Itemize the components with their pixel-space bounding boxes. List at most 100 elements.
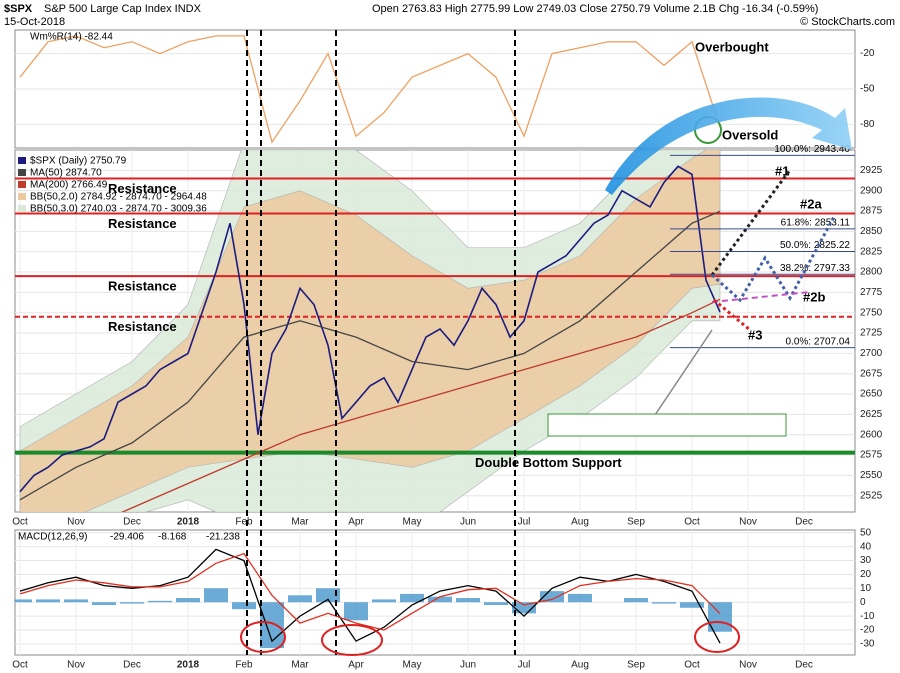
- y-tick-label: 30: [860, 555, 872, 566]
- legend-label: BB(50,3.0) 2740.03 - 2874.70 - 3009.36: [30, 204, 207, 215]
- level-label: Resistance: [108, 181, 177, 196]
- histogram-bar: [288, 595, 312, 603]
- y-tick-label: 2825: [860, 246, 883, 257]
- legend-label: Wm%R(14) -82.44: [30, 32, 113, 43]
- y-tick-label: 2550: [860, 470, 883, 481]
- series-line: [19, 552, 721, 631]
- y-tick-label: 40: [860, 541, 872, 552]
- y-tick-label: 2675: [860, 368, 883, 379]
- plot-layer: -20 -50 -80 Wm%R(14) -82.44 Overbought Overso…: [12, 32, 883, 671]
- series-line: [19, 210, 721, 501]
- annotation: #2a: [800, 196, 822, 211]
- histogram-bar: [456, 598, 480, 603]
- x-tick-label: Dec: [123, 517, 141, 528]
- y-tick-label: 20: [860, 569, 872, 580]
- x-tick-label: Feb: [235, 517, 253, 528]
- histogram-bar: [428, 596, 452, 603]
- y-tick-label: 2625: [860, 409, 883, 420]
- legend-value: -8.168: [158, 532, 187, 543]
- y-tick-label: -30: [860, 639, 875, 650]
- x-tick-label: Nov: [67, 517, 85, 528]
- x-tick-label: Jun: [460, 660, 476, 671]
- x-tick-label: Dec: [123, 660, 141, 671]
- x-tick-label: May: [403, 517, 422, 528]
- annotation: Oversold: [722, 127, 778, 142]
- plot-area: [15, 150, 855, 512]
- legend-value: -21.238: [206, 532, 240, 543]
- x-tick-label: Jul: [518, 517, 531, 528]
- legend-swatch: [18, 193, 26, 200]
- fib-label: 38.2%: 2797.33: [780, 263, 850, 274]
- y-tick-label: 2900: [860, 185, 883, 196]
- histogram-bar: [512, 602, 536, 614]
- series-line: [19, 548, 721, 644]
- legend-swatch: [18, 205, 26, 212]
- histogram-bar: [232, 602, 256, 610]
- y-tick-label: 2850: [860, 226, 883, 237]
- index-title: S&P 500 Large Cap Index INDX: [44, 3, 202, 15]
- histogram-bar: [540, 591, 564, 603]
- x-tick-label: Sep: [627, 660, 645, 671]
- credit: © StockCharts.com: [800, 16, 895, 28]
- histogram-bar: [148, 600, 172, 603]
- legend-label: MACD(12,26,9): [18, 532, 87, 543]
- x-tick-label: Apr: [348, 517, 364, 528]
- x-tick-label: Nov: [67, 660, 85, 671]
- x-tick-label: Mar: [291, 660, 309, 671]
- histogram-bar: [204, 588, 228, 603]
- x-tick-label: 2018: [177, 517, 200, 528]
- histogram-bar: [568, 593, 592, 603]
- y-tick-label: 2525: [860, 490, 883, 501]
- level-label: Resistance: [108, 279, 177, 294]
- histogram-bar: [64, 599, 88, 603]
- annotation: #1: [775, 163, 789, 178]
- fib-label: 50.0%: 2825.22: [780, 240, 850, 251]
- y-tick-label: 2875: [860, 206, 883, 217]
- x-tick-label: Oct: [684, 517, 700, 528]
- x-tick-label: Jun: [460, 517, 476, 528]
- annotation: #3: [748, 327, 762, 342]
- y-tick-label: 10: [860, 583, 872, 594]
- symbol: $SPX: [4, 3, 33, 15]
- series-line: [19, 35, 721, 144]
- x-tick-label: Aug: [571, 660, 589, 671]
- y-tick-label: -20: [860, 48, 875, 59]
- y-tick-label: -50: [860, 84, 875, 95]
- histogram-bar: [372, 599, 396, 603]
- x-tick-label: Oct: [684, 660, 700, 671]
- quote: Open 2763.83 High 2775.99 Low 2749.03 Cl…: [372, 3, 818, 15]
- histogram-bar: [120, 602, 144, 604]
- x-tick-label: Jul: [518, 660, 531, 671]
- y-tick-label: 2650: [860, 389, 883, 400]
- bollinger-band: [19, 150, 721, 512]
- y-tick-label: -20: [860, 625, 875, 636]
- y-tick-label: 2775: [860, 287, 883, 298]
- y-tick-label: 2750: [860, 307, 883, 318]
- legend-label: MA(200) 2766.49: [30, 180, 108, 191]
- x-tick-label: 2018: [177, 660, 200, 671]
- legend-value: -29.406: [110, 532, 144, 543]
- annotation: #2b: [803, 289, 825, 304]
- y-tick-label: 50: [860, 527, 872, 538]
- x-tick-label: Nov: [739, 517, 757, 528]
- histogram-bar: [36, 599, 60, 603]
- legend-label: BB(50,2.0) 2784.92 - 2874.70 - 2964.48: [30, 192, 207, 203]
- annotation: Overbought: [695, 39, 769, 54]
- histogram-bar: [176, 598, 200, 603]
- plot-area: [15, 530, 855, 655]
- level-label: Resistance: [108, 216, 177, 231]
- series-line: [19, 165, 721, 493]
- histogram-bar: [15, 599, 32, 603]
- y-tick-label: 2575: [860, 450, 883, 461]
- fib-label: 61.8%: 2853.11: [781, 217, 851, 228]
- date: 15-Oct-2018: [4, 16, 65, 28]
- y-tick-label: 2600: [860, 429, 883, 440]
- level-label: Resistance: [108, 319, 177, 334]
- y-tick-label: 2800: [860, 267, 883, 278]
- x-tick-label: Sep: [627, 517, 645, 528]
- decorations: [240, 30, 852, 656]
- x-tick-label: Feb: [235, 660, 253, 671]
- level-label: Double Bottom Support: [475, 455, 622, 470]
- x-tick-label: Mar: [291, 517, 309, 528]
